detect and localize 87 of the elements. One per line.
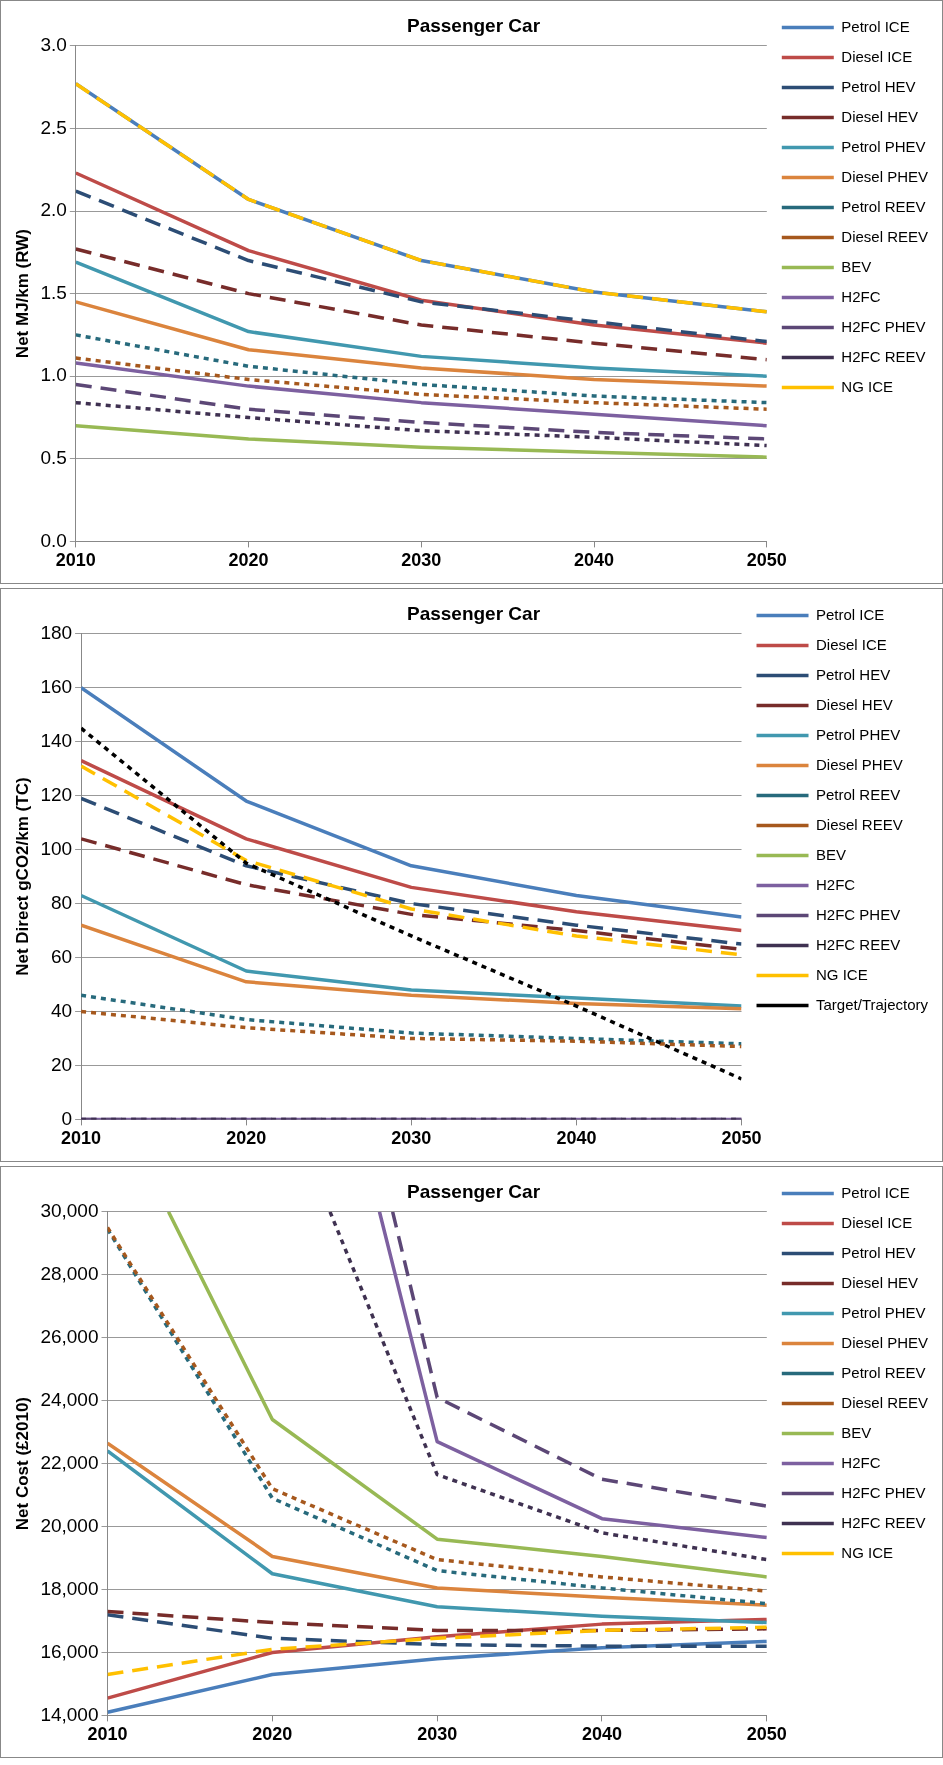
legend-label: Diesel ICE (841, 47, 913, 65)
legend-label: Diesel REEV (841, 227, 929, 245)
legend-label: Petrol REEV (841, 1363, 926, 1381)
legend-label: Petrol REEV (816, 785, 901, 803)
y-tick-label: 0.5 (40, 447, 67, 469)
legend-label: Petrol ICE (841, 17, 910, 35)
legend-label: H2FC (841, 1453, 881, 1471)
y-tick-label: 2.5 (40, 116, 67, 138)
legend-label: H2FC PHEV (816, 905, 901, 923)
legend-label: Diesel PHEV (841, 1333, 929, 1351)
legend-label: Diesel REEV (841, 1393, 929, 1411)
legend-label: Petrol HEV (816, 665, 891, 683)
legend-label: H2FC (841, 287, 881, 305)
x-tick-label: 2050 (746, 550, 787, 571)
legend-label: Diesel PHEV (841, 167, 929, 185)
y-tick-label: 26,000 (40, 1325, 99, 1347)
y-tick-label: 22,000 (40, 1451, 99, 1473)
legend-label: Petrol ICE (816, 605, 885, 623)
legend-label: Diesel HEV (816, 695, 893, 713)
y-tick-label: 24,000 (40, 1388, 99, 1410)
y-tick-label: 20,000 (40, 1514, 99, 1536)
y-axis-title: Net Direct gCO2/km (TC) (12, 777, 32, 976)
x-tick-label: 2020 (226, 1128, 267, 1149)
x-tick-label: 2040 (556, 1128, 597, 1149)
legend-label: BEV (841, 1423, 872, 1441)
x-tick-label: 2040 (581, 1724, 622, 1745)
y-tick-label: 28,000 (40, 1262, 99, 1284)
x-tick-label: 2010 (87, 1724, 128, 1745)
y-tick-label: 14,000 (40, 1703, 99, 1725)
y-tick-label: 0.0 (40, 529, 67, 551)
legend-label: BEV (816, 845, 847, 863)
legend-label: Petrol PHEV (841, 137, 926, 155)
x-tick-label: 2020 (252, 1724, 293, 1745)
legend-label: Diesel ICE (816, 635, 887, 653)
y-tick-label: 80 (50, 891, 73, 913)
y-tick-label: 0 (61, 1107, 73, 1129)
legend-label: Diesel HEV (841, 107, 919, 125)
legend-label: Petrol HEV (841, 77, 916, 95)
y-tick-label: 1.0 (40, 364, 67, 386)
legend-label: NG ICE (816, 965, 868, 983)
legend-label: H2FC REEV (816, 935, 901, 953)
y-tick-label: 140 (40, 729, 73, 751)
x-tick-label: 2050 (746, 1724, 787, 1745)
legend-label: NG ICE (841, 1543, 893, 1561)
legend-label: Diesel REEV (816, 815, 903, 833)
y-tick-label: 180 (40, 622, 73, 644)
y-tick-label: 20 (50, 1053, 73, 1075)
x-tick-label: 2030 (401, 550, 442, 571)
legend-label: H2FC PHEV (841, 1483, 926, 1501)
legend-label: Diesel ICE (841, 1213, 913, 1231)
x-tick-label: 2040 (574, 550, 615, 571)
legend-label: Diesel PHEV (816, 755, 903, 773)
y-tick-label: 30,000 (40, 1200, 99, 1222)
legend-label: Target/Trajectory (816, 995, 929, 1013)
legend-label: Petrol PHEV (841, 1303, 926, 1321)
chart-title: Passenger Car (406, 14, 541, 36)
legend-label: Petrol HEV (841, 1243, 916, 1261)
x-tick-label: 2050 (721, 1128, 762, 1149)
legend-label: H2FC REEV (841, 1513, 926, 1531)
y-axis-title: Net Cost (£2010) (12, 1396, 32, 1531)
legend-label: Petrol PHEV (816, 725, 901, 743)
y-tick-label: 60 (50, 945, 73, 967)
legend-label: Petrol ICE (841, 1183, 910, 1201)
y-tick-label: 100 (40, 837, 73, 859)
legend-label: NG ICE (841, 377, 893, 395)
legend-label: Diesel HEV (841, 1273, 919, 1291)
y-tick-label: 160 (40, 675, 73, 697)
x-tick-label: 2010 (55, 550, 96, 571)
y-tick-label: 120 (40, 783, 73, 805)
legend-label: H2FC REEV (841, 347, 926, 365)
x-tick-label: 2030 (391, 1128, 432, 1149)
legend-label: Petrol REEV (841, 197, 926, 215)
y-tick-label: 1.5 (40, 281, 67, 303)
legend-label: BEV (841, 257, 872, 275)
chart-title: Passenger Car (406, 1180, 541, 1202)
y-tick-label: 40 (50, 999, 73, 1021)
y-axis-title: Net MJ/km (RW) (12, 229, 32, 359)
chart-title: Passenger Car (406, 602, 541, 624)
y-tick-label: 3.0 (40, 34, 67, 56)
legend-label: H2FC PHEV (841, 317, 926, 335)
y-tick-label: 16,000 (40, 1640, 99, 1662)
x-tick-label: 2020 (228, 550, 269, 571)
x-tick-label: 2030 (417, 1724, 458, 1745)
legend-label: H2FC (816, 875, 856, 893)
x-tick-label: 2010 (61, 1128, 102, 1149)
y-tick-label: 18,000 (40, 1577, 99, 1599)
y-tick-label: 2.0 (40, 199, 67, 221)
